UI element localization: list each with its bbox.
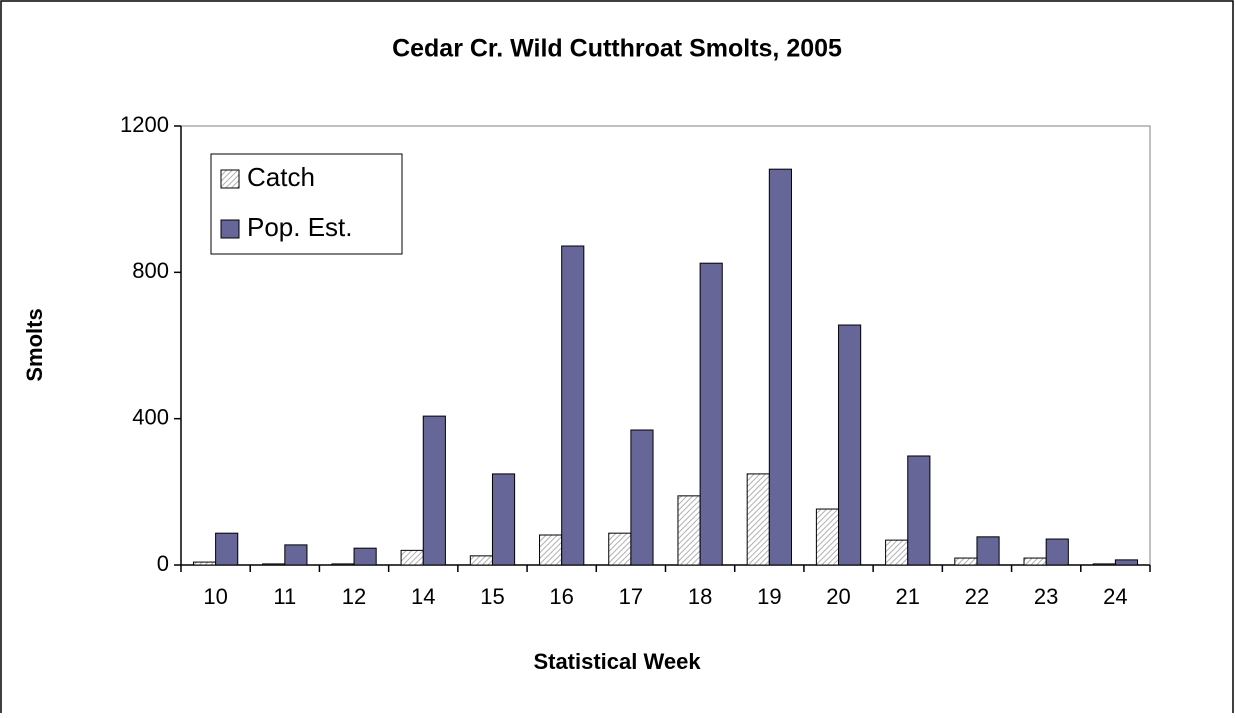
bar: [885, 539, 909, 566]
bar: [400, 549, 424, 566]
bar: [561, 245, 585, 566]
x-tick-label: 24: [1103, 584, 1127, 609]
y-axis-label: Smolts: [22, 308, 47, 381]
x-tick-label: 17: [619, 584, 643, 609]
legend-swatch: [220, 219, 240, 239]
x-tick-label: 16: [549, 584, 573, 609]
legend-swatch: [220, 169, 240, 189]
y-tick-label: 0: [157, 551, 169, 576]
bar: [608, 532, 632, 566]
bar: [284, 544, 308, 566]
y-tick-label: 800: [132, 258, 169, 283]
x-tick-label: 20: [826, 584, 850, 609]
legend-label: Catch: [247, 162, 315, 192]
bar: [746, 473, 770, 566]
x-tick-label: 18: [688, 584, 712, 609]
bar: [539, 534, 563, 566]
bar: [1092, 563, 1116, 566]
bar: [907, 455, 931, 566]
bar: [331, 563, 355, 566]
y-tick-label: 1200: [120, 112, 169, 137]
bar: [215, 532, 239, 566]
bar: [1045, 538, 1069, 566]
bar: [976, 536, 1000, 566]
chart-title: Cedar Cr. Wild Cutthroat Smolts, 2005: [392, 35, 842, 63]
bar: [1023, 557, 1047, 566]
x-tick-label: 11: [273, 584, 296, 609]
bar: [838, 324, 862, 566]
x-tick-label: 12: [342, 584, 366, 609]
x-tick-label: 19: [757, 584, 781, 609]
legend-box: [210, 153, 403, 255]
bar: [768, 168, 792, 566]
bar: [262, 563, 286, 566]
x-tick-label: 23: [1034, 584, 1058, 609]
bar: [192, 561, 217, 566]
x-tick-label: 14: [411, 584, 435, 609]
bar: [491, 473, 516, 566]
bar: [815, 508, 840, 566]
bar: [699, 262, 723, 566]
bar: [353, 547, 377, 566]
y-tick-label: 400: [132, 404, 169, 429]
bar: [1114, 559, 1139, 566]
bar: [422, 415, 446, 566]
x-axis-label: Statistical Week: [533, 649, 701, 674]
x-tick-label: 15: [480, 584, 504, 609]
bar: [469, 555, 493, 566]
x-tick-label: 22: [965, 584, 989, 609]
legend-label: Pop. Est.: [247, 212, 353, 242]
x-tick-label: 21: [896, 584, 920, 609]
bar: [630, 429, 654, 566]
bar: [677, 495, 701, 566]
x-tick-label: 10: [203, 584, 227, 609]
bar: [954, 557, 978, 566]
